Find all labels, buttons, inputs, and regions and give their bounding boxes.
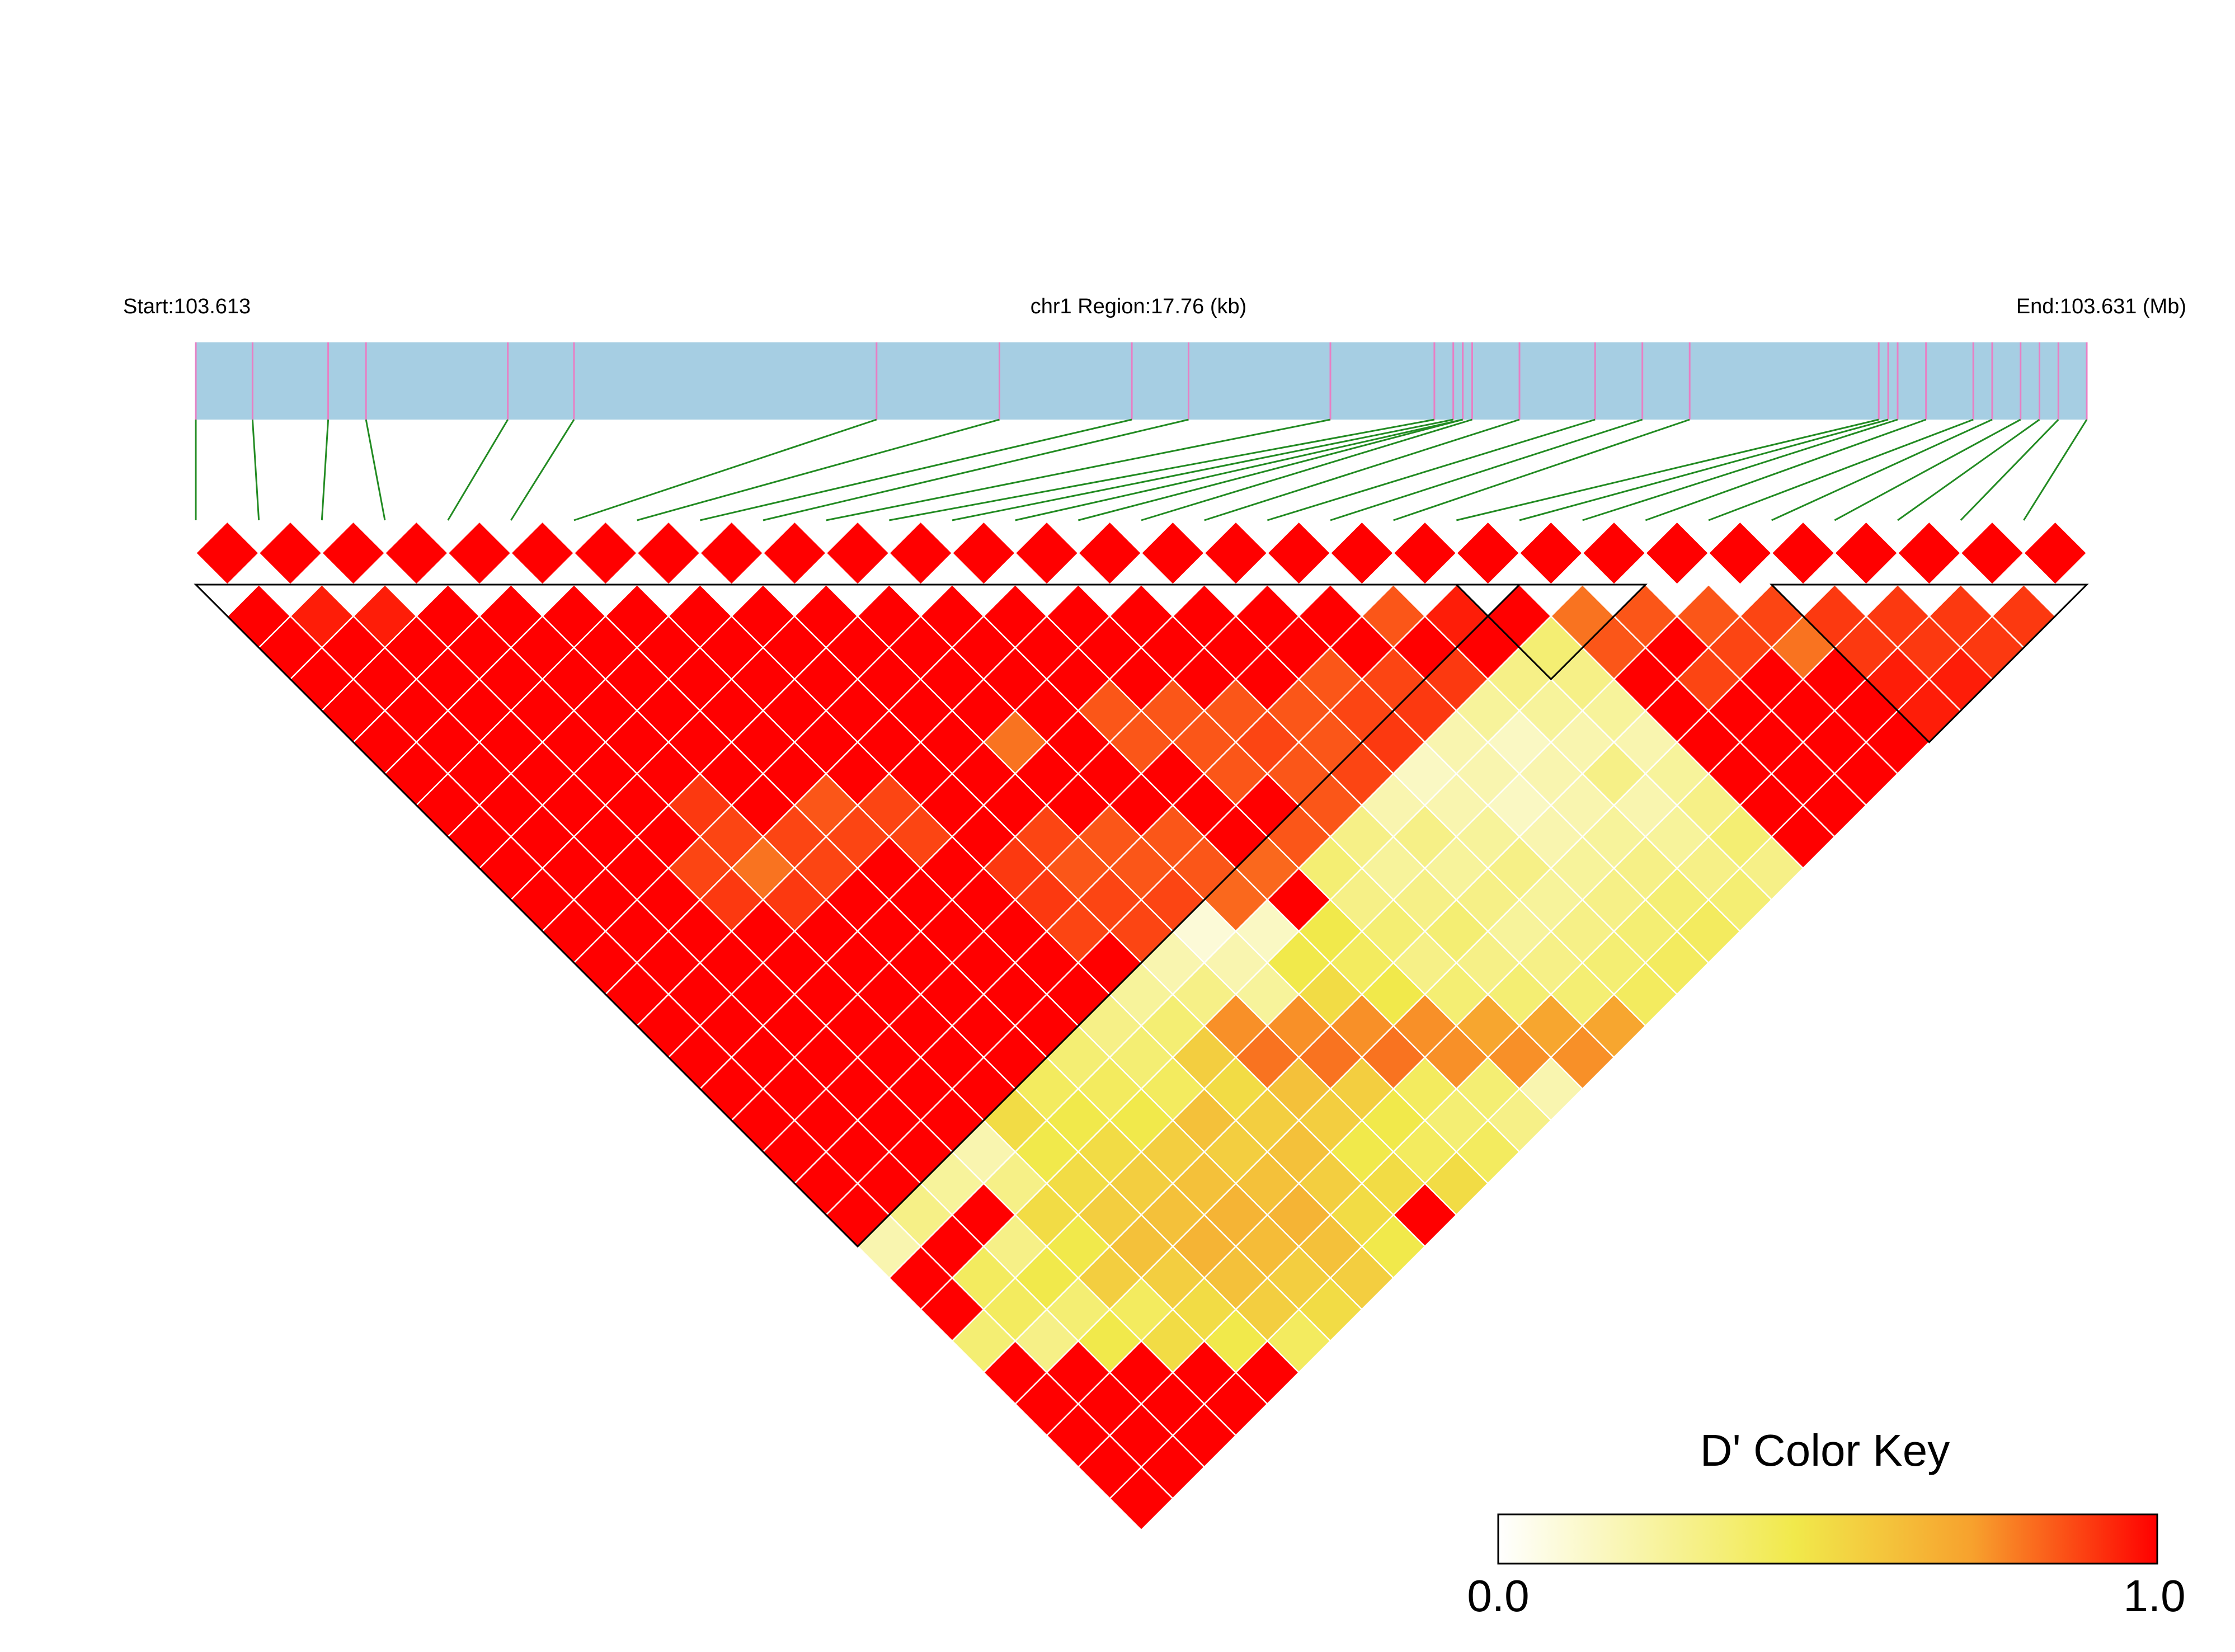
snp-connector	[1141, 418, 1472, 521]
snp-connector	[251, 419, 260, 521]
marker-diamond	[1959, 520, 2025, 586]
snp-connector	[1645, 418, 1927, 521]
snp-connector	[447, 419, 509, 521]
marker-diamond	[1770, 520, 1836, 586]
marker-diamond	[1897, 520, 1962, 586]
snp-connector	[1077, 418, 1463, 521]
snp-connector	[1834, 418, 2021, 521]
marker-diamond	[195, 520, 260, 586]
snp-connector	[1897, 418, 2040, 521]
snp-connector	[952, 418, 1453, 521]
snp-connector	[1267, 418, 1596, 521]
snp-connector	[889, 418, 1435, 521]
marker-diamond	[1077, 520, 1142, 586]
marker-diamond	[762, 520, 827, 586]
marker-diamond	[1581, 520, 1647, 586]
snp-connector	[1015, 418, 1463, 521]
snp-connector	[573, 418, 877, 521]
haplotype-block-outline	[1454, 583, 1648, 681]
marker-diamond	[1392, 520, 1458, 586]
haplotype-block-outline	[1770, 583, 2089, 743]
snp-connector	[1393, 418, 1690, 521]
marker-diamond	[636, 520, 702, 586]
snp-connector	[2023, 419, 2088, 521]
marker-diamond	[1014, 520, 1080, 586]
color-key-bar	[1497, 1513, 2158, 1565]
marker-diamond	[1833, 520, 1899, 586]
snp-connector	[1519, 418, 1889, 521]
marker-diamond	[446, 520, 512, 586]
ld-matrix-cells	[195, 520, 2088, 1531]
snp-position-ticks	[195, 342, 2088, 420]
chromosome-region-track	[196, 342, 2087, 420]
snp-connector	[826, 418, 1331, 521]
snp-connector	[1708, 418, 1974, 521]
haplotype-block-outlines	[194, 583, 2089, 1248]
snp-connector	[1582, 418, 1898, 521]
snp-connector	[1960, 418, 2059, 521]
haplotype-block-outline	[194, 583, 1522, 1248]
marker-diamond	[1518, 520, 1584, 586]
marker-diamond	[510, 520, 575, 586]
marker-diamond	[573, 520, 638, 586]
marker-diamond	[1707, 520, 1773, 586]
color-key-max-label: 1.0	[2123, 1571, 2185, 1621]
marker-diamond	[888, 520, 953, 586]
marker-diamond	[699, 520, 764, 586]
marker-diamond	[1203, 520, 1269, 586]
region-end-label: End:103.631 (Mb)	[2016, 295, 2186, 318]
color-key-min-label: 0.0	[1467, 1571, 1529, 1621]
region-start-label: Start:103.613	[123, 295, 251, 318]
snp-connector	[699, 418, 1132, 521]
marker-diamond	[1140, 520, 1206, 586]
snp-connector	[321, 419, 330, 521]
marker-diamond	[384, 520, 449, 586]
marker-diamond	[825, 520, 891, 586]
snp-connector	[1771, 418, 1993, 521]
marker-diamond	[1644, 520, 1710, 586]
snp-connector-lines	[195, 418, 2088, 521]
marker-diamond	[951, 520, 1017, 586]
marker-diamond	[1266, 520, 1331, 586]
marker-diamond	[257, 520, 323, 586]
snp-connector	[637, 418, 1000, 521]
snp-connector	[1204, 418, 1520, 521]
marker-diamond	[1455, 520, 1521, 586]
marker-diamond	[2022, 520, 2088, 586]
snp-connector	[365, 419, 386, 521]
snp-connector	[1330, 418, 1643, 521]
color-key-title: D' Color Key	[1700, 1425, 1950, 1475]
snp-connector	[1456, 418, 1879, 521]
snp-connector	[510, 419, 575, 521]
region-title: chr1 Region:17.76 (kb)	[1031, 295, 1247, 318]
marker-diamond	[1329, 520, 1395, 586]
marker-diamond	[321, 520, 386, 586]
snp-connector	[763, 418, 1189, 521]
